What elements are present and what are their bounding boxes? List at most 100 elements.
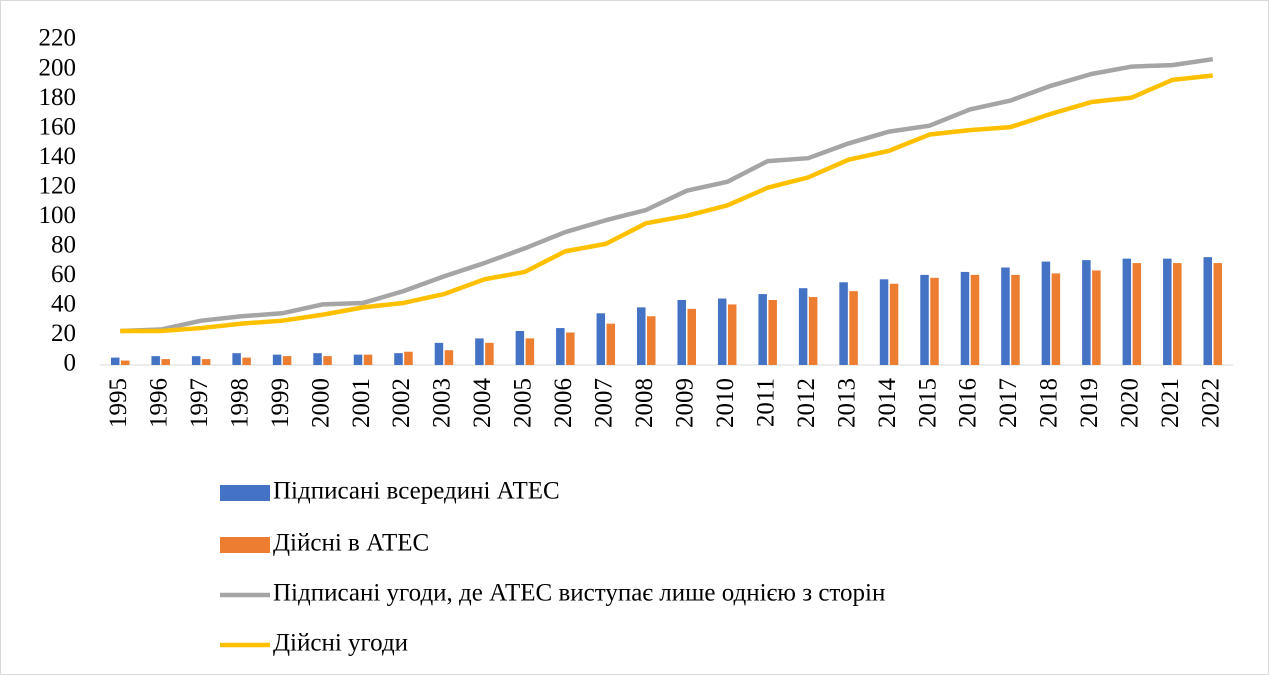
bar — [930, 277, 939, 365]
bar — [1163, 258, 1172, 365]
bar — [434, 342, 444, 365]
bar — [151, 356, 160, 365]
bar — [201, 359, 211, 365]
x-tick-label: 2002 — [388, 378, 415, 428]
x-tick-label: 2007 — [591, 378, 618, 428]
bar — [1041, 261, 1051, 365]
bar — [849, 291, 858, 365]
x-tick-label: 2017 — [995, 378, 1022, 428]
bar — [1011, 274, 1020, 365]
x-tick-label: 2005 — [510, 378, 537, 428]
x-tick-label: 1997 — [186, 378, 213, 428]
bar — [717, 298, 727, 365]
bar — [1082, 260, 1091, 365]
bar — [839, 282, 848, 365]
x-tick-label: 2011 — [752, 378, 779, 427]
x-tick-label: 2016 — [955, 378, 982, 428]
x-tick-label: 2014 — [874, 378, 901, 429]
bar — [232, 353, 241, 365]
bar — [1203, 257, 1213, 365]
bar — [191, 356, 201, 365]
legend-swatch — [220, 537, 270, 553]
bar — [475, 338, 484, 365]
line — [120, 56, 1214, 334]
x-tick-label: 2001 — [348, 378, 375, 428]
bar — [1001, 267, 1010, 365]
bar — [323, 356, 332, 365]
x-tick-label: 2004 — [469, 378, 496, 429]
y-tick-label: 80 — [51, 232, 76, 259]
x-tick-label: 2019 — [1076, 378, 1103, 428]
bar — [727, 304, 737, 365]
legend-label: Дійсні в АТЕС — [273, 530, 429, 557]
x-tick-label: 1998 — [226, 378, 253, 428]
y-tick-label: 0 — [64, 350, 77, 377]
y-tick-label: 160 — [39, 113, 77, 140]
x-tick-label: 2006 — [550, 378, 577, 428]
bar — [1132, 263, 1142, 365]
bar — [120, 360, 130, 365]
x-tick-label: 2018 — [1036, 378, 1063, 428]
x-tick-label: 2020 — [1117, 378, 1144, 428]
bar — [879, 279, 889, 365]
x-tick-label: 2009 — [671, 378, 698, 428]
bar — [353, 354, 363, 365]
bar — [1092, 270, 1101, 365]
bar — [394, 353, 403, 365]
y-tick-label: 100 — [39, 202, 77, 229]
y-tick-label: 200 — [39, 54, 77, 81]
bar — [282, 356, 292, 365]
y-tick-label: 140 — [39, 143, 77, 170]
bar — [606, 323, 616, 365]
y-tick-label: 120 — [39, 172, 77, 199]
bar — [161, 359, 170, 365]
x-tick-label: 2021 — [1157, 378, 1184, 428]
bar — [242, 357, 251, 365]
x-tick-label: 2022 — [1198, 378, 1225, 428]
x-tick-label: 1996 — [145, 378, 172, 428]
bar — [485, 342, 494, 365]
bar — [272, 354, 282, 365]
bar — [889, 283, 899, 365]
bar — [970, 274, 980, 365]
bar — [768, 300, 777, 365]
bar — [1213, 263, 1223, 365]
bar — [687, 308, 696, 365]
bar — [110, 357, 120, 365]
x-tick-label: 2003 — [429, 378, 456, 428]
bar — [515, 331, 525, 365]
x-tick-label: 1999 — [267, 378, 294, 428]
legend-swatch — [220, 485, 270, 501]
x-tick-label: 2015 — [914, 378, 941, 428]
bar — [313, 353, 322, 365]
bar — [556, 328, 565, 365]
bar — [798, 288, 808, 365]
y-tick-label: 20 — [51, 320, 76, 347]
bar — [363, 354, 373, 365]
bar — [525, 338, 535, 365]
y-tick-label: 220 — [39, 25, 77, 52]
x-tick-label: 2013 — [833, 378, 860, 428]
bar — [596, 313, 606, 365]
bar — [637, 307, 646, 365]
legend-label: Підписані угоди, де АТЕС виступає лише о… — [273, 580, 885, 607]
bar — [808, 297, 818, 365]
y-tick-label: 180 — [39, 84, 77, 111]
legend-label: Дійсні угоди — [273, 630, 408, 657]
bar — [1051, 273, 1061, 365]
line — [120, 73, 1214, 334]
y-tick-label: 60 — [51, 261, 76, 288]
bar — [1122, 258, 1132, 365]
bar — [920, 274, 929, 365]
bar — [444, 350, 454, 365]
legend-label: Підписані всередині АТЕС — [273, 478, 560, 505]
bar — [1173, 263, 1182, 365]
x-tick-label: 2012 — [793, 378, 820, 428]
bar — [960, 271, 970, 365]
y-tick-label: 40 — [51, 291, 76, 318]
x-tick-label: 2008 — [631, 378, 658, 428]
bar — [566, 332, 575, 365]
x-tick-label: 2010 — [712, 378, 739, 428]
